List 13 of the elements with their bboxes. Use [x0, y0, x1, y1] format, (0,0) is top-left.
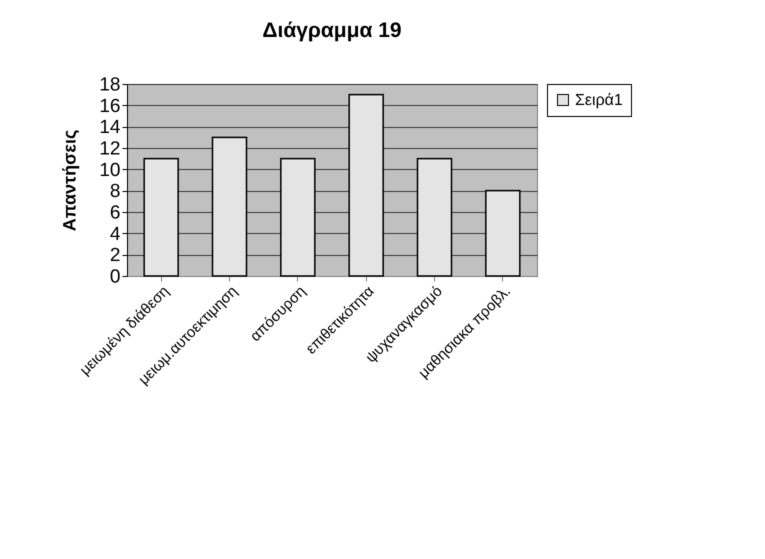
y-tick-label: 14 — [99, 117, 121, 138]
y-tick-label: 10 — [99, 160, 120, 181]
y-tick-label: 4 — [110, 224, 121, 245]
y-tick-label: 6 — [110, 202, 120, 224]
y-tick-label: 18 — [99, 74, 120, 96]
y-tick-label: 16 — [99, 96, 120, 117]
y-tick-label: 0 — [110, 266, 120, 288]
y-axis-title: Απαντήσεις — [59, 130, 80, 232]
y-tick-label: 12 — [99, 138, 120, 160]
legend-label: Σειρά1 — [575, 92, 623, 109]
y-tick-label: 2 — [110, 245, 120, 266]
chart-title: Διάγραμμα 19 — [262, 19, 402, 42]
y-tick-label: 8 — [110, 181, 120, 202]
